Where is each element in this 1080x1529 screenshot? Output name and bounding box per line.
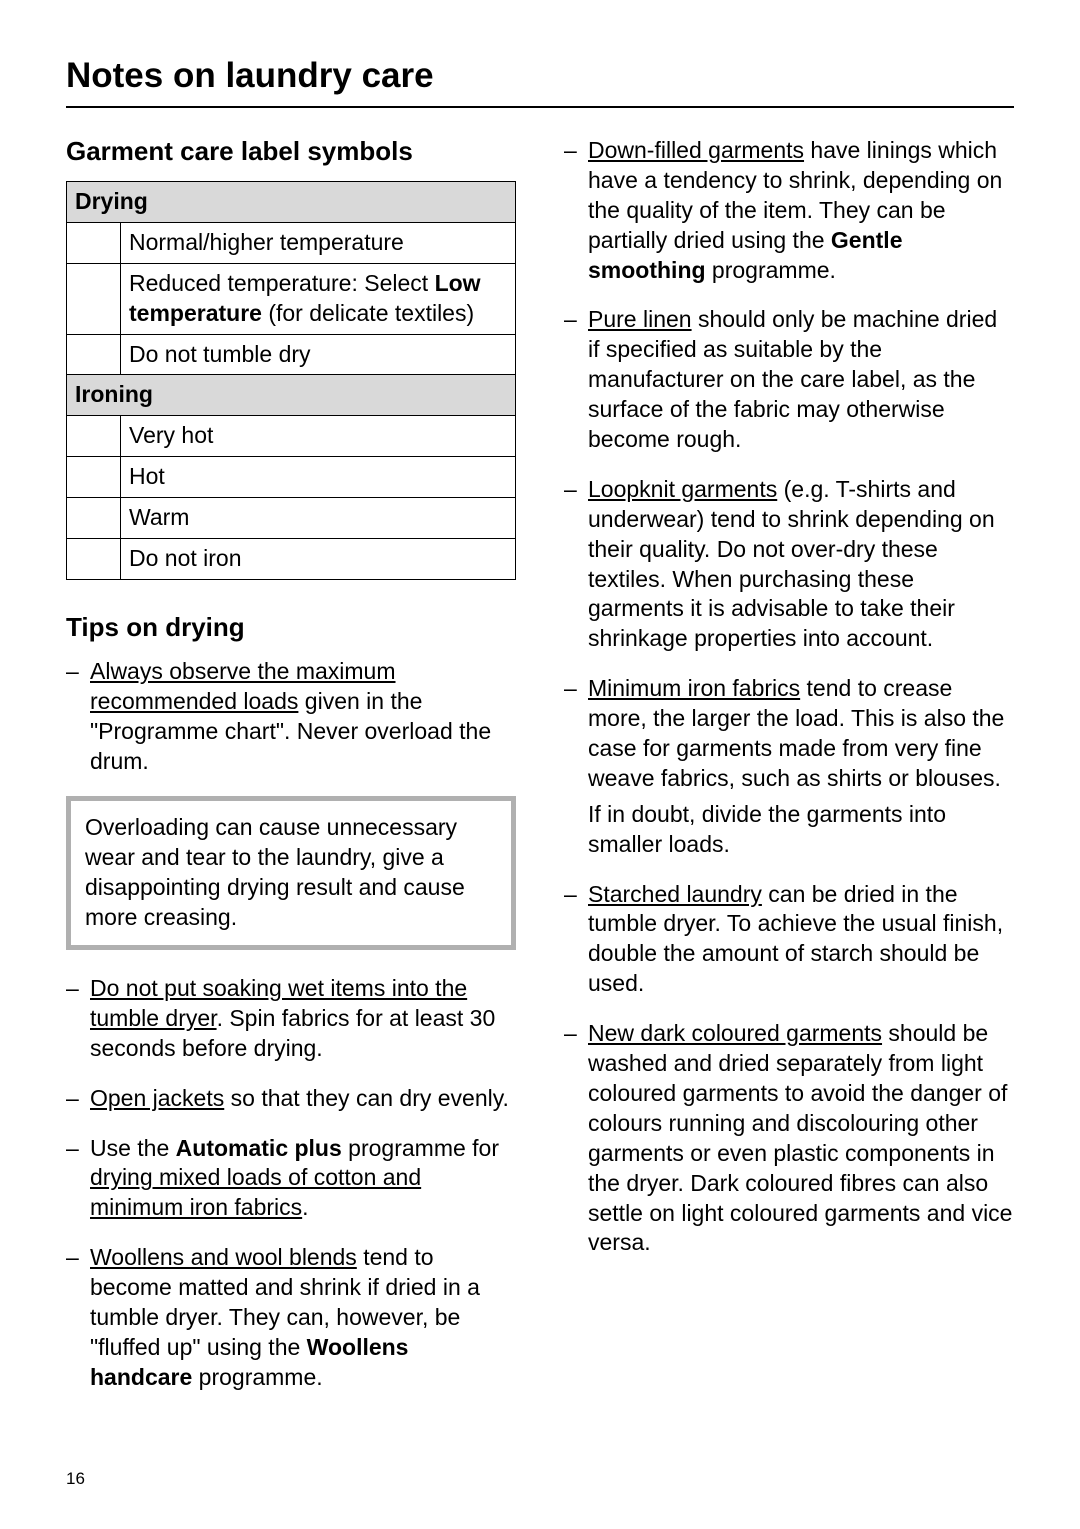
list-item: New dark coloured garments should be was… (564, 1019, 1014, 1258)
table-row: Reduced temperature: Select Low temperat… (67, 263, 516, 334)
table-row: Do not tumble dry (67, 334, 516, 375)
list-item: Down-filled garments have linings which … (564, 136, 1014, 285)
ironing-row-text: Warm (121, 498, 516, 539)
list-item: Woollens and wool blends tend to become … (66, 1243, 516, 1392)
table-row: Hot (67, 457, 516, 498)
tips-list-bottom: Do not put soaking wet items into the tu… (66, 974, 516, 1393)
list-item: Loopknit garments (e.g. T-shirts and und… (564, 475, 1014, 654)
drying-symbol-icon (67, 222, 121, 263)
two-column-layout: Garment care label symbols Drying Normal… (66, 136, 1014, 1413)
drying-symbol-icon (67, 263, 121, 334)
drying-symbol-icon (67, 334, 121, 375)
page: Notes on laundry care Garment care label… (0, 0, 1080, 1529)
drying-row-text: Do not tumble dry (121, 334, 516, 375)
list-item: Do not put soaking wet items into the tu… (66, 974, 516, 1064)
left-column: Garment care label symbols Drying Normal… (66, 136, 516, 1413)
list-item: Pure linen should only be machine dried … (564, 305, 1014, 454)
list-item: Open jackets so that they can dry evenly… (66, 1084, 516, 1114)
table-row: Normal/higher temperature (67, 222, 516, 263)
list-item: Starched laundry can be dried in the tum… (564, 880, 1014, 1000)
right-column: Down-filled garments have linings which … (564, 136, 1014, 1413)
page-number: 16 (66, 1469, 85, 1489)
drying-row-text: Reduced temperature: Select Low temperat… (121, 263, 516, 334)
drying-header: Drying (67, 182, 516, 223)
ironing-symbol-icon (67, 498, 121, 539)
ironing-symbol-icon (67, 457, 121, 498)
care-symbols-table: Drying Normal/higher temperature Reduced… (66, 181, 516, 580)
ironing-symbol-icon (67, 539, 121, 580)
tips-list-right: Down-filled garments have linings which … (564, 136, 1014, 1258)
list-item: Minimum iron fabrics tend to crease more… (564, 674, 1014, 859)
ironing-row-text: Do not iron (121, 539, 516, 580)
list-item: Use the Automatic plus programme for dry… (66, 1134, 516, 1224)
tips-list-top: Always observe the maximum recommended l… (66, 657, 516, 777)
tips-heading: Tips on drying (66, 612, 516, 643)
page-title: Notes on laundry care (66, 56, 1014, 108)
table-row: Do not iron (67, 539, 516, 580)
table-row: Very hot (67, 416, 516, 457)
ironing-row-text: Very hot (121, 416, 516, 457)
drying-row-text: Normal/higher temperature (121, 222, 516, 263)
table-row: Warm (67, 498, 516, 539)
list-item: Always observe the maximum recommended l… (66, 657, 516, 777)
warning-callout: Overloading can cause unnecessary wear a… (66, 796, 516, 950)
ironing-row-text: Hot (121, 457, 516, 498)
ironing-header: Ironing (67, 375, 516, 416)
symbols-heading: Garment care label symbols (66, 136, 516, 167)
ironing-symbol-icon (67, 416, 121, 457)
